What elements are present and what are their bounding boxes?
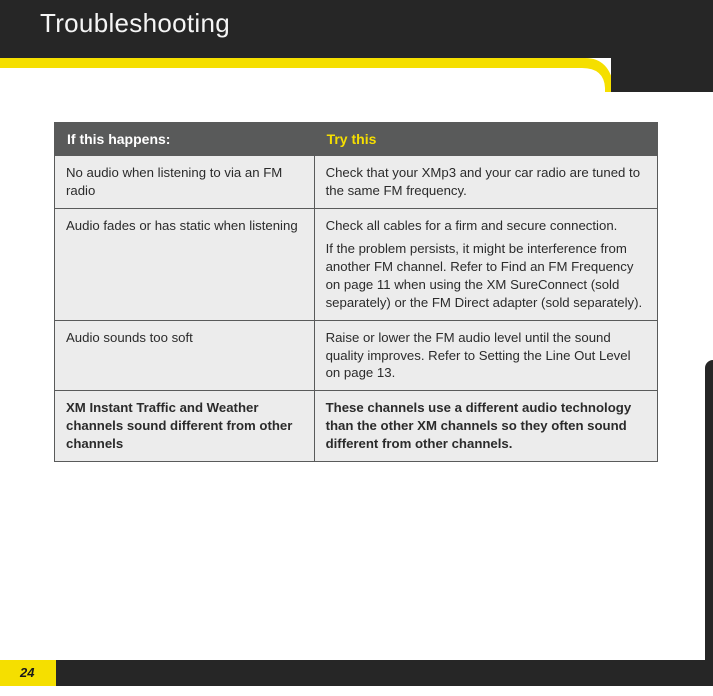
paragraph: These channels use a different audio tec… bbox=[326, 399, 646, 452]
table-cell-right: Check that your XMp3 and your car radio … bbox=[314, 156, 657, 209]
footer-dark-bar bbox=[56, 660, 713, 686]
table-row: Audio fades or has static when listening… bbox=[55, 208, 658, 320]
table-row: Audio sounds too softRaise or lower the … bbox=[55, 320, 658, 390]
table-body: No audio when listening to via an FM rad… bbox=[55, 156, 658, 462]
paragraph: Check that your XMp3 and your car radio … bbox=[326, 164, 646, 200]
right-gutter bbox=[705, 360, 713, 660]
table-header-right: Try this bbox=[314, 123, 657, 156]
table-cell-left: XM Instant Traffic and Weather channels … bbox=[55, 391, 315, 461]
paragraph: If the problem persists, it might be int… bbox=[326, 240, 646, 311]
table-cell-right: Check all cables for a firm and secure c… bbox=[314, 208, 657, 320]
page-title: Troubleshooting bbox=[40, 8, 230, 39]
table-row: XM Instant Traffic and Weather channels … bbox=[55, 391, 658, 461]
troubleshooting-table: If this happens: Try this No audio when … bbox=[54, 122, 658, 462]
page-number: 24 bbox=[20, 665, 34, 680]
table-cell-right: Raise or lower the FM audio level until … bbox=[314, 320, 657, 390]
paragraph: Raise or lower the FM audio level until … bbox=[326, 329, 646, 382]
page: Troubleshooting If this happens: Try thi… bbox=[0, 0, 713, 696]
content-area: If this happens: Try this No audio when … bbox=[54, 122, 658, 462]
table-header-left: If this happens: bbox=[55, 123, 315, 156]
paragraph: Check all cables for a firm and secure c… bbox=[326, 217, 646, 235]
table-row: No audio when listening to via an FM rad… bbox=[55, 156, 658, 209]
header-curve bbox=[0, 58, 713, 92]
page-number-strip: 24 bbox=[0, 660, 713, 686]
table-cell-left: Audio fades or has static when listening bbox=[55, 208, 315, 320]
table-cell-left: No audio when listening to via an FM rad… bbox=[55, 156, 315, 209]
table-cell-right: These channels use a different audio tec… bbox=[314, 391, 657, 461]
table-cell-left: Audio sounds too soft bbox=[55, 320, 315, 390]
